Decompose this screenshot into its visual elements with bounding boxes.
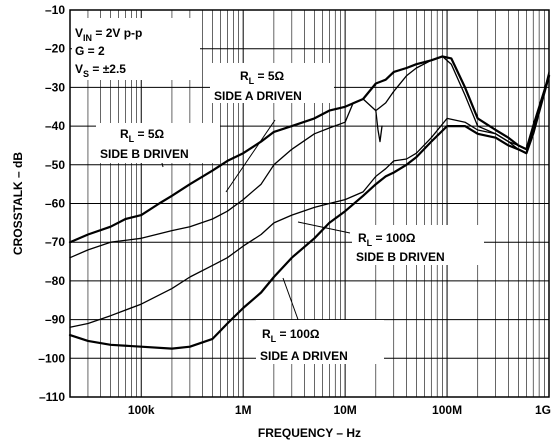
label-rl100-side-a-resistance: RL = 100Ω	[262, 327, 320, 344]
x-axis-title: FREQUENCY – Hz	[258, 426, 361, 440]
arrow-rl5-side-a	[225, 119, 276, 193]
label-rl100-side-a-side: SIDE A DRIVEN	[260, 349, 348, 363]
y-tick-label: –70	[45, 235, 65, 249]
condition-gain: G = 2	[75, 44, 105, 58]
y-tick-label: –20	[45, 42, 65, 56]
series-rl5-side-a-dip	[375, 109, 383, 143]
condition-vin: VIN = 2V p-p	[75, 26, 142, 43]
conditions-text: VIN = 2V p-p G = 2 VS = ±2.5	[72, 18, 200, 80]
label-rl5-side-b-resistance: RL = 5Ω	[120, 127, 165, 144]
label-rl5-side-a-resistance: RL = 5Ω	[240, 69, 285, 86]
label-rl5-side-a-side: SIDE A DRIVEN	[214, 89, 302, 103]
series-rl100-side-b	[69, 75, 550, 328]
arrow-rl100-side-b	[297, 221, 351, 234]
y-axis-title: CROSSTALK – dB	[11, 152, 25, 255]
condition-vs: VS = ±2.5	[75, 62, 126, 79]
label-rl5-side-a: RL = 5Ω SIDE A DRIVEN	[210, 63, 334, 103]
y-tick-label: –40	[45, 119, 65, 133]
x-tick-label: 10M	[333, 403, 356, 417]
y-tick-label: –50	[45, 158, 65, 172]
series-rl5-side-a	[69, 55, 550, 259]
y-tick-label: –110	[39, 390, 65, 404]
label-rl100-side-a: RL = 100Ω SIDE A DRIVEN	[256, 320, 384, 364]
arrow-rl100-side-a	[282, 277, 301, 326]
y-tick-label: –30	[45, 80, 65, 94]
series-rl100-side-a	[68, 74, 551, 350]
tick-labels: –10 –20 –30 –40 –50 –60 –70 –80 –90 –100 –110 100k 1…	[38, 3, 551, 417]
x-tick-label: 1G	[535, 403, 551, 417]
x-tick-label: 100M	[432, 403, 462, 417]
y-tick-label: –100	[38, 351, 65, 365]
y-tick-label: –10	[45, 3, 65, 17]
x-tick-label: 1M	[235, 403, 252, 417]
label-rl100-side-b-side: SIDE B DRIVEN	[356, 250, 445, 264]
plot-frame	[69, 9, 550, 398]
curve-layer	[68, 55, 551, 350]
x-tick-label: 100k	[128, 403, 155, 417]
label-rl100-side-b-resistance: RL = 100Ω	[358, 231, 416, 248]
y-tick-label: –90	[45, 313, 65, 327]
y-tick-label: –80	[45, 274, 65, 288]
label-rl5-side-b: RL = 5Ω SIDE B DRIVEN	[96, 123, 220, 163]
label-rl5-side-b-side: SIDE B DRIVEN	[100, 147, 189, 161]
y-tick-label: –60	[45, 197, 65, 211]
label-rl100-side-b: RL = 100Ω SIDE B DRIVEN	[352, 225, 484, 265]
